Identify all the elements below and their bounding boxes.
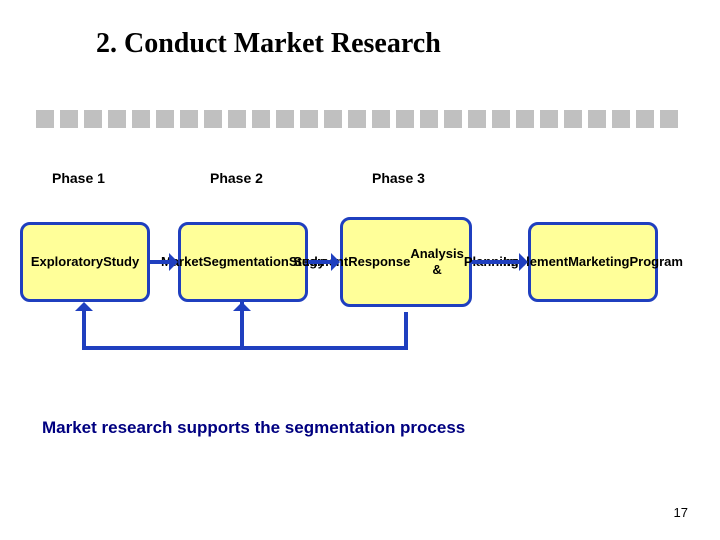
page-number: 17: [674, 505, 688, 520]
arrows-layer: [0, 0, 720, 540]
slide-subtitle: Market research supports the segmentatio…: [42, 418, 465, 438]
